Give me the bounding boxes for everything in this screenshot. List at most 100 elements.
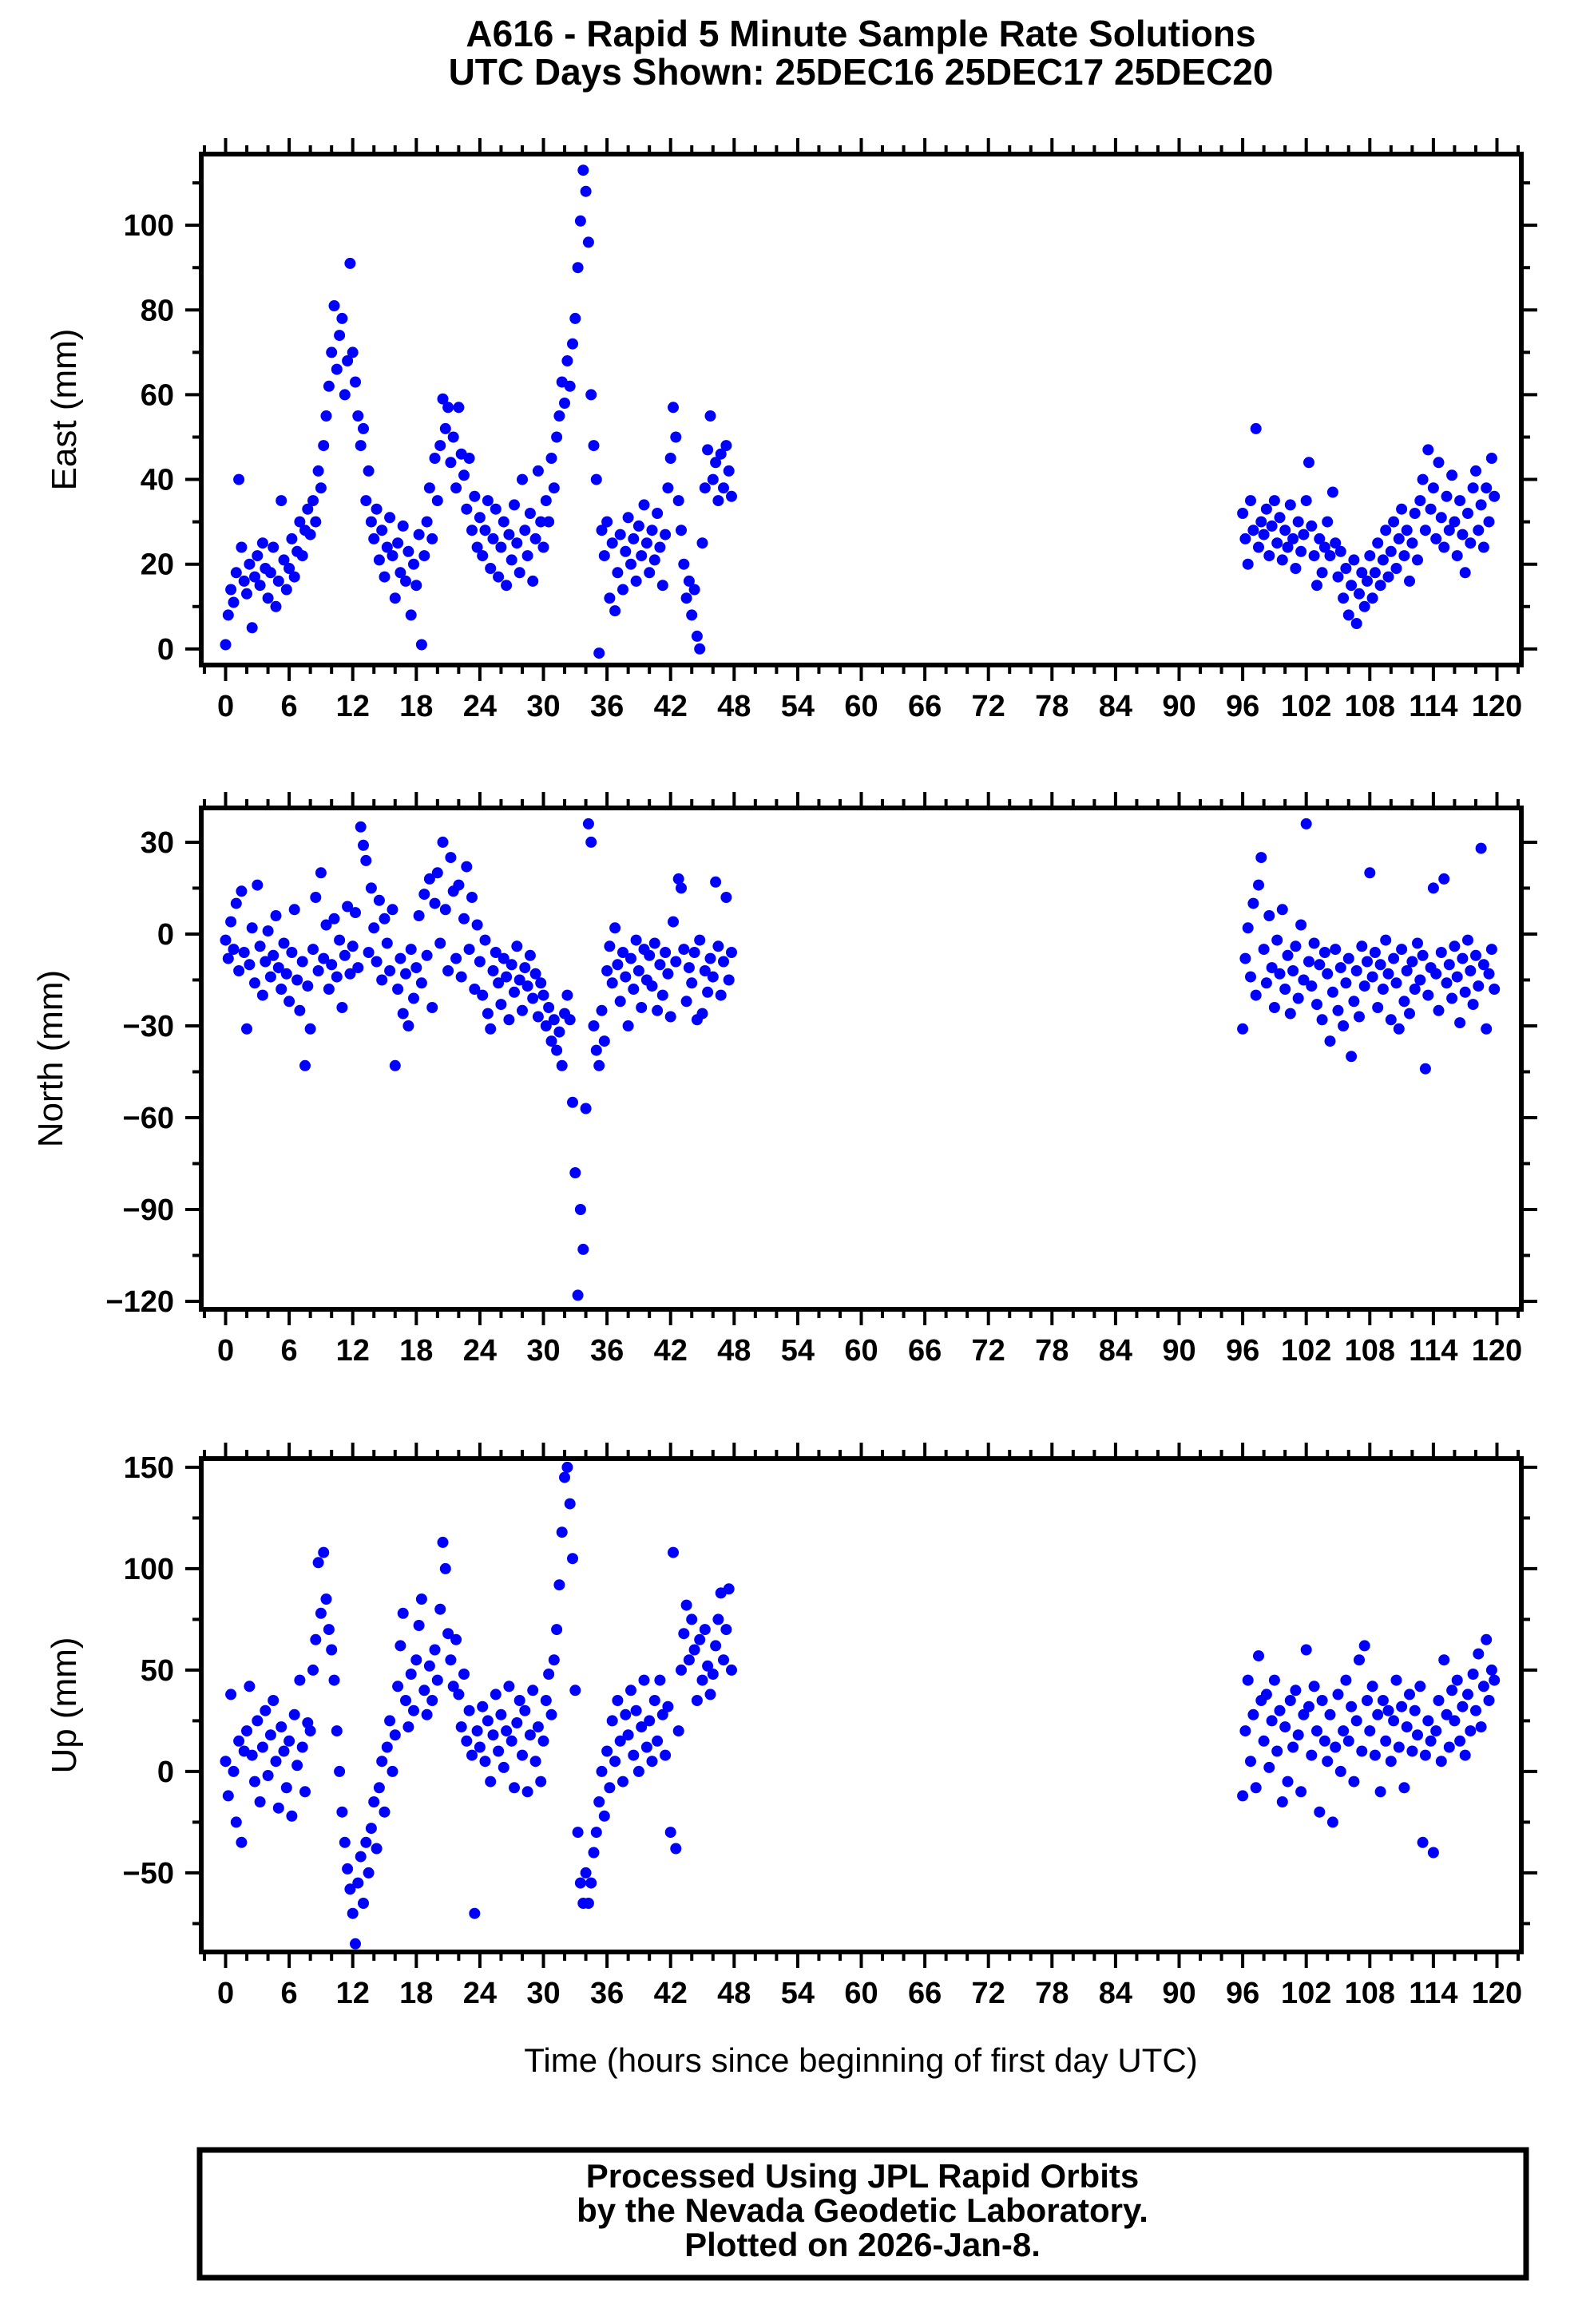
data-point [517,1004,528,1016]
data-point [410,1654,422,1666]
data-point [548,1654,560,1666]
x-tick-label: 18 [399,690,433,723]
data-point [1406,537,1418,549]
data-point [614,529,626,540]
data-point [315,867,327,879]
data-point [474,512,486,524]
data-point [270,910,282,921]
data-point [580,1867,592,1879]
data-point [1385,1756,1397,1768]
data-point [495,1708,507,1720]
data-point [612,1695,624,1706]
data-point [400,968,411,980]
data-point [1441,1708,1453,1720]
data-point [720,892,732,903]
data-point [405,609,417,621]
plot-frame [199,152,1524,667]
data-point [588,1847,600,1859]
data-point [363,1867,375,1879]
y-tick-label: 0 [157,633,174,667]
data-point [1441,977,1453,989]
y-tick-label: 150 [124,1451,174,1485]
data-point [1388,1715,1400,1727]
data-point [379,913,391,924]
data-point [1475,1721,1487,1733]
data-point [225,916,237,928]
data-point [482,495,494,507]
data-point [513,567,525,579]
data-point [1377,1695,1389,1706]
data-point [280,1782,292,1794]
data-point [1419,1063,1431,1075]
data-point [283,996,295,1008]
data-point [1350,965,1362,976]
data-point [617,584,628,596]
data-point [328,913,340,924]
x-tick-label: 78 [1035,1334,1069,1368]
data-point [1268,1674,1280,1686]
data-point [1247,1708,1259,1720]
data-point [268,949,280,961]
data-point [477,550,489,562]
data-point [694,1633,706,1645]
data-point [1322,1756,1334,1768]
data-point [1454,1017,1466,1029]
x-tick-label: 60 [844,1334,878,1368]
data-point [463,944,475,956]
data-point [506,1735,517,1747]
data-point [323,1624,335,1636]
data-point [342,901,354,913]
data-point [429,453,441,464]
data-point [318,1546,330,1558]
data-point [1385,1014,1397,1026]
data-point [479,525,491,536]
x-tick-label: 30 [526,1334,560,1368]
data-point [490,1689,502,1700]
data-point [1326,1816,1338,1828]
data-point [252,1715,264,1727]
data-point [410,580,422,592]
data-point [1295,919,1307,931]
data-point [1417,473,1429,485]
data-point [1401,965,1413,976]
data-point [606,1715,618,1727]
data-point [1457,529,1469,540]
data-point [1247,525,1259,536]
data-point [1338,1020,1350,1031]
data-point [640,537,652,549]
data-point [648,937,660,949]
data-point [676,525,687,536]
data-point [225,1689,237,1700]
data-point [604,940,616,952]
data-point [453,402,465,414]
data-point [233,965,245,976]
data-point [628,533,640,544]
data-point [1396,503,1408,515]
x-tick-label: 114 [1409,690,1457,723]
data-point [567,338,578,350]
data-point [1318,947,1330,958]
data-point [1334,545,1346,557]
data-point [431,495,443,507]
x-tick-label: 90 [1162,1334,1195,1368]
data-point [413,910,425,921]
data-point [408,1704,419,1716]
data-point [415,639,427,651]
data-point [1279,984,1291,995]
data-point [1290,940,1302,952]
data-point [1258,1735,1270,1747]
data-point [389,592,401,604]
data-point [1396,1700,1408,1712]
data-point [668,402,679,414]
data-point [1266,520,1278,532]
data-point [1451,971,1463,983]
data-point [548,1014,560,1026]
data-point [1292,1729,1304,1741]
data-point [376,1756,388,1768]
data-point [1242,558,1254,570]
data-point [1475,499,1487,511]
data-point [336,1002,348,1013]
data-point [660,947,672,958]
data-point [249,1776,260,1788]
data-point [652,508,664,519]
